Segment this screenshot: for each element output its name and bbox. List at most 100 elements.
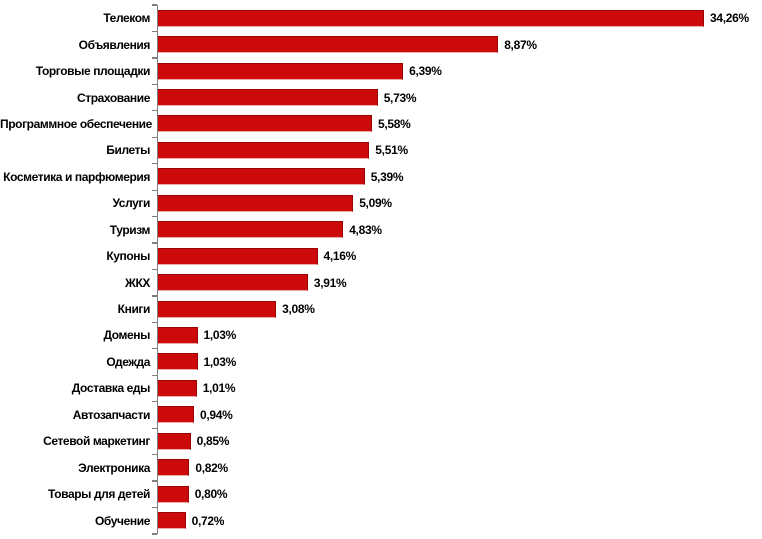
category-label: Обучение (94, 513, 150, 528)
bar-track: 34,26% (158, 5, 762, 31)
value-label: 5,51% (375, 143, 408, 158)
bar-row: Обучение 0,72% (0, 507, 762, 533)
value-label: 5,09% (359, 196, 392, 211)
category-label: Сетевой маркетинг (43, 434, 150, 449)
axis-tick (152, 453, 157, 456)
category-label: Страхование (76, 90, 150, 105)
bar (158, 459, 190, 477)
axis-tick (152, 506, 157, 509)
axis-tick (152, 189, 157, 191)
bar-row: Купоны 4,16% (0, 243, 762, 269)
category-label: Книги (117, 302, 151, 317)
value-label: 5,39% (370, 169, 404, 184)
value-label: 0,94% (200, 407, 233, 422)
category-label: Косметика и парфюмерия (3, 169, 150, 184)
value-label: 5,58% (378, 116, 411, 131)
axis-tick (152, 215, 157, 218)
axis-tick (152, 30, 157, 33)
axis-tick (152, 401, 157, 403)
value-label: 4,83% (349, 222, 382, 237)
bar-track: 8,87% (158, 31, 762, 57)
axis-tick (152, 321, 157, 324)
category-label: Купоны (106, 249, 150, 264)
category-label: Объявления (78, 37, 151, 52)
value-label: 3,08% (282, 302, 315, 317)
axis-tick (152, 57, 157, 59)
bar-row: Домены 1,03% (0, 322, 762, 348)
bar-track: 5,39% (158, 164, 762, 190)
value-label: 4,16% (323, 249, 357, 264)
value-label: 1,03% (203, 328, 237, 343)
bar (158, 379, 197, 397)
bar (158, 9, 704, 27)
axis-tick (152, 268, 157, 271)
value-label: 0,80% (194, 487, 228, 502)
bar (158, 115, 372, 133)
category-label: Домены (103, 328, 150, 343)
axis-tick (152, 427, 157, 429)
axis-tick (152, 83, 157, 85)
bar-row: Торговые площадки 6,39% (0, 58, 762, 84)
bar-rows: Телеком 34,26% Объявления 8,87% Торговые… (0, 5, 762, 534)
bar-row: ЖКХ 3,91% (0, 269, 762, 295)
bar-track: 6,39% (158, 58, 762, 84)
category-label: Телеком (103, 11, 150, 26)
bar-track: 0,94% (158, 402, 762, 428)
axis-tick (152, 163, 157, 165)
bar-row: Косметика и парфюмерия 5,39% (0, 164, 762, 190)
bar (158, 62, 404, 80)
bar (158, 300, 277, 318)
value-label: 0,82% (195, 460, 228, 475)
bar-row: Электроника 0,82% (0, 454, 762, 480)
bar-row: Сетевой маркетинг 0,85% (0, 428, 762, 454)
bar (158, 89, 378, 107)
axis-tick (152, 480, 157, 482)
bar-track: 5,58% (158, 111, 762, 137)
category-label: Программное обеспечение (0, 116, 152, 131)
bar-row: Автозапчасти 0,94% (0, 402, 762, 428)
category-label: Доставка еды (71, 381, 151, 396)
value-label: 8,87% (504, 37, 537, 52)
bar-row: Одежда 1,03% (0, 349, 762, 375)
bar-row: Книги 3,08% (0, 296, 762, 322)
bar (158, 247, 318, 265)
bar-row: Объявления 8,87% (0, 31, 762, 57)
category-label: Билеты (106, 143, 150, 158)
bar (158, 406, 194, 424)
bar-row: Страхование 5,73% (0, 84, 762, 110)
bar (158, 141, 370, 159)
bar-track: 5,73% (158, 84, 762, 110)
bar-track: 4,16% (158, 243, 762, 269)
axis-tick (152, 110, 157, 112)
category-label: Услуги (112, 196, 151, 211)
bar-track: 0,72% (158, 507, 762, 533)
bar (158, 353, 198, 371)
value-label: 3,91% (313, 275, 347, 290)
bar (158, 432, 191, 450)
bar-track: 4,83% (158, 217, 762, 243)
axis-tick (152, 374, 157, 376)
category-label: Электроника (78, 460, 150, 475)
bar (158, 326, 198, 344)
bar (158, 36, 499, 54)
bar-row: Доставка еды 1,01% (0, 375, 762, 401)
value-label: 34,26% (710, 11, 749, 26)
bar-track: 3,08% (158, 296, 762, 322)
bar-row: Туризм 4,83% (0, 217, 762, 243)
axis-tick (152, 136, 157, 138)
bar-track: 5,09% (158, 190, 762, 216)
value-label: 1,01% (202, 381, 236, 396)
bar-row: Программное обеспечение 5,58% (0, 111, 762, 137)
bar-track: 5,51% (158, 137, 762, 163)
value-label: 0,85% (196, 434, 230, 449)
bar (158, 512, 186, 530)
axis-tick (152, 295, 157, 297)
bar (158, 221, 344, 239)
value-label: 5,73% (383, 90, 417, 105)
bar (158, 194, 354, 212)
category-label: Товары для детей (48, 487, 150, 502)
bar-row: Билеты 5,51% (0, 137, 762, 163)
bar-track: 1,03% (158, 349, 762, 375)
bar-track: 1,01% (158, 375, 762, 401)
